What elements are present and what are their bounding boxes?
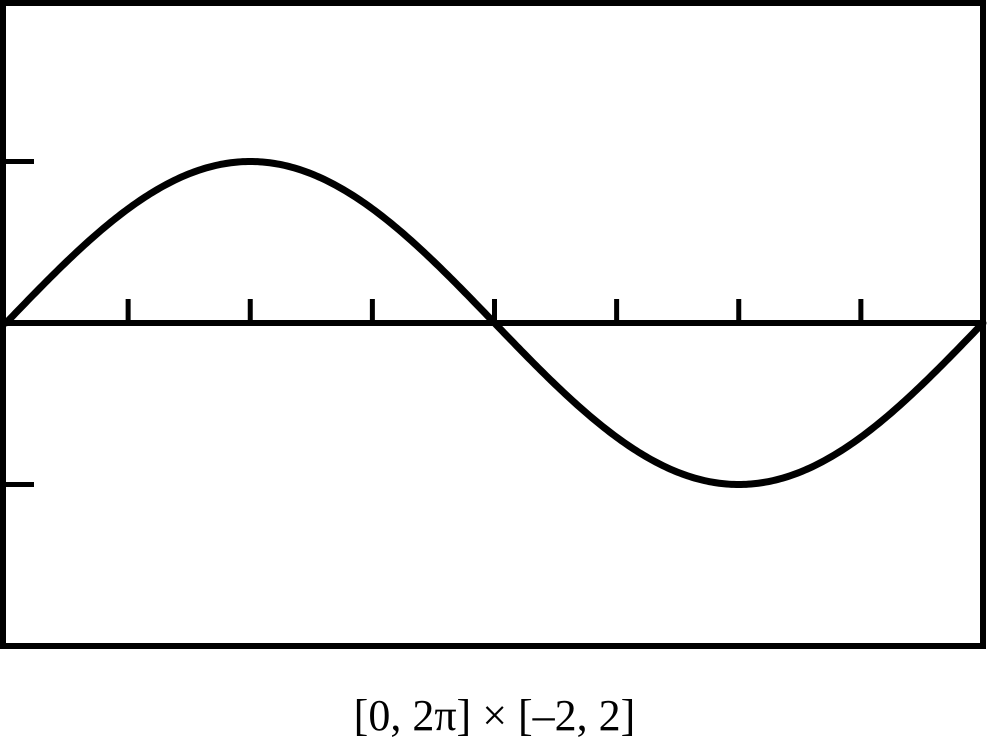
- viewing-window-caption: [0, 2π] × [–2, 2]: [353, 691, 636, 740]
- sine-curve: [2, 158, 987, 488]
- plot-area: [0, 0, 987, 649]
